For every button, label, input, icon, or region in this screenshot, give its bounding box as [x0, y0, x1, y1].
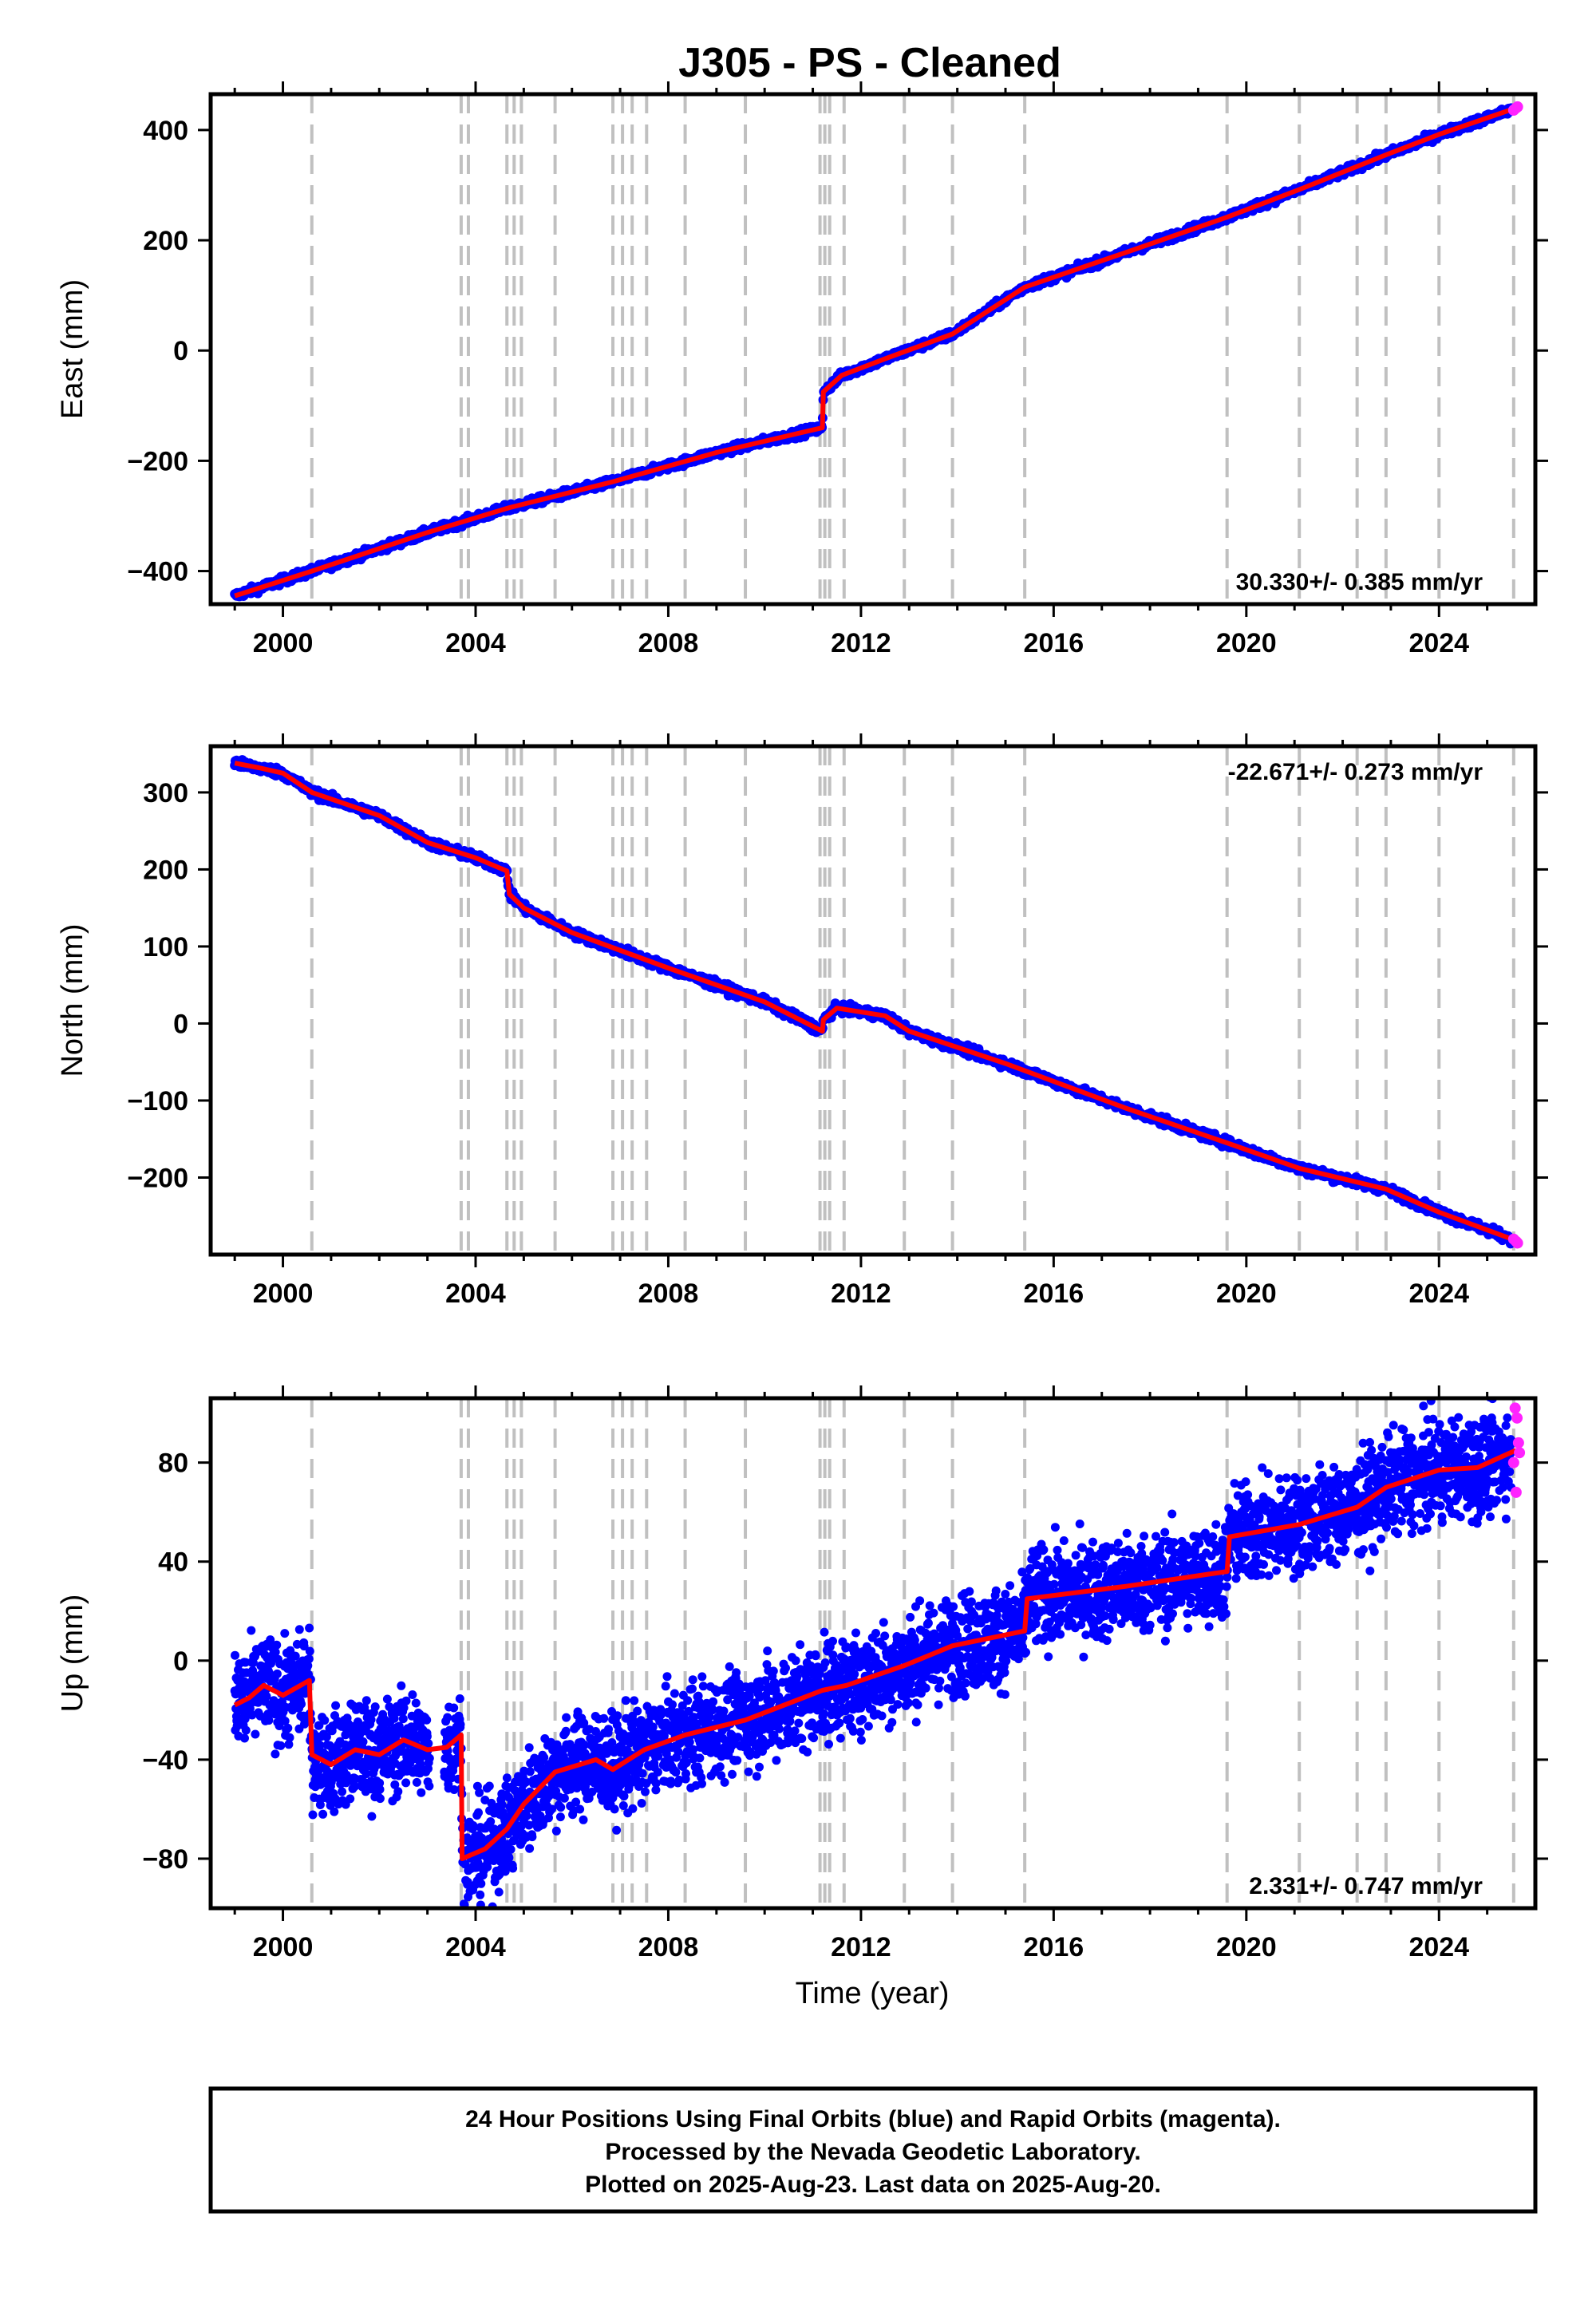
y-tick-label: −200 [127, 1163, 188, 1193]
x-tick-label: 2016 [1024, 628, 1084, 658]
y-tick-label: 100 [143, 932, 188, 962]
x-tick-label: 2012 [831, 628, 891, 658]
y-tick-label: 400 [143, 116, 188, 146]
daily-point [305, 1623, 314, 1633]
rapid-point [1511, 101, 1523, 113]
rate-label: -22.671+/- 0.273 mm/yr [1228, 759, 1483, 785]
daily-point [290, 1651, 300, 1661]
daily-point [240, 1733, 249, 1743]
x-tick-label: 2024 [1408, 1279, 1469, 1309]
y-tick-label: 0 [173, 336, 188, 366]
daily-point [305, 1646, 314, 1656]
daily-point [266, 1635, 275, 1645]
daily-point [271, 1749, 280, 1759]
daily-point [285, 1733, 294, 1742]
daily-point [271, 1647, 280, 1657]
panel-2: 2000 2004 2008 2012 2016 2020 2024 −200 −100 0 100… [56, 733, 1548, 1309]
daily-point [318, 1809, 328, 1819]
x-tick-label: 2008 [638, 628, 699, 658]
plot-area [230, 1398, 1526, 1908]
plot-area [230, 94, 1523, 604]
x-tick-label: 2016 [1024, 1279, 1084, 1309]
panels: 2000 2004 2008 2012 2016 2020 2024−400−2000200… [56, 81, 1548, 1962]
daily-points [230, 1398, 1516, 1908]
panel-1: 2000 2004 2008 2012 2016 2020 2024 −400 −200 0 200… [56, 81, 1548, 658]
x-tick-label: 2000 [253, 628, 314, 658]
x-tick-label: 2012 [831, 1279, 891, 1309]
rate-label: 30.330+/- 0.385 mm/yr [1236, 569, 1483, 595]
x-tick-label: 2024 [1408, 628, 1469, 658]
daily-point [251, 1729, 260, 1739]
daily-point [303, 1661, 313, 1670]
y-tick-label: 200 [143, 855, 188, 885]
daily-point [284, 1740, 294, 1749]
y-tick-label: −100 [127, 1086, 188, 1117]
panel-3: 2000 2004 2008 2012 2016 2020 2024−80−4004080U… [56, 1385, 1548, 1962]
x-tick-label: 2004 [445, 1279, 506, 1309]
y-tick-label: −200 [127, 446, 188, 476]
x-tick-label: 2020 [1216, 628, 1277, 658]
daily-point [276, 1741, 286, 1750]
y-tick-label: 200 [143, 226, 188, 256]
daily-point [280, 1717, 290, 1725]
y-tick-label: −400 [127, 557, 188, 587]
chart-title: J305 - PS - Cleaned [678, 40, 1061, 86]
daily-point [262, 1691, 271, 1701]
daily-point [264, 1716, 274, 1725]
daily-point [320, 1716, 330, 1725]
daily-point [315, 1800, 325, 1809]
daily-point [314, 1721, 324, 1730]
daily-point [299, 1642, 309, 1651]
x-tick-label: 2000 [253, 1279, 314, 1309]
daily-point [294, 1625, 304, 1634]
model-line [234, 105, 1517, 599]
daily-point [280, 1629, 290, 1638]
daily-point [297, 1699, 306, 1709]
daily-point [308, 1810, 318, 1820]
x-tick-label: 2020 [1216, 1279, 1277, 1309]
daily-point [292, 1639, 302, 1649]
daily-point [322, 1732, 331, 1741]
x-tick-label: 2008 [638, 1279, 699, 1309]
daily-point [283, 1723, 293, 1733]
daily-point [241, 1725, 251, 1735]
daily-point [247, 1626, 256, 1635]
daily-point [272, 1640, 282, 1650]
y-axis-title: North (mm) [56, 923, 89, 1077]
plot-frame [208, 92, 1538, 607]
y-tick-label: 0 [173, 1009, 188, 1039]
daily-point [272, 1669, 282, 1678]
plot-frame [208, 744, 1538, 1257]
y-tick-label: 300 [143, 778, 188, 808]
daily-point [231, 1650, 239, 1660]
plot-area [230, 746, 1523, 1255]
y-axis-title: East (mm) [56, 279, 89, 419]
rapid-point [1511, 1237, 1523, 1249]
daily-point [315, 1741, 325, 1750]
daily-point [304, 1654, 314, 1664]
model-line [234, 761, 1517, 1243]
daily-point [275, 1721, 284, 1730]
x-tick-label: 2004 [445, 628, 506, 658]
